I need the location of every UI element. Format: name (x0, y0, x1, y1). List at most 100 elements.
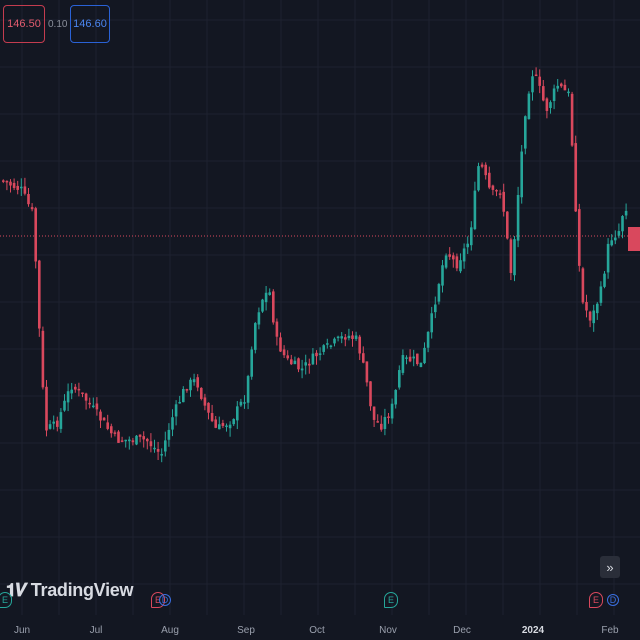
sell-button[interactable]: 146.50 (3, 5, 45, 43)
buy-button[interactable]: 146.60 (70, 5, 110, 43)
candle-body (318, 353, 322, 355)
candle-body (336, 336, 340, 339)
candle-body (250, 349, 253, 377)
logo-text: TradingView (30, 580, 134, 600)
candle-body (434, 304, 437, 313)
candles-group (2, 67, 628, 463)
candle-body (448, 254, 451, 257)
candle-body (135, 435, 138, 445)
candle-body (470, 227, 473, 246)
candle-body (416, 353, 419, 365)
x-axis-label: Oct (309, 625, 325, 636)
candle-body (239, 401, 243, 406)
candle-body (570, 93, 574, 146)
current-price-tag (628, 227, 640, 251)
candle-body (383, 417, 387, 429)
dividend-event-icon[interactable]: D (159, 594, 171, 606)
candle-body (491, 185, 495, 190)
candle-body (516, 195, 520, 241)
candle-body (578, 209, 581, 266)
candle-body (394, 389, 397, 405)
candle-body (437, 284, 441, 302)
candle-body (329, 345, 333, 348)
candle-body (380, 423, 383, 430)
candle-body (27, 194, 30, 205)
x-axis-label: Feb (601, 625, 619, 636)
scroll-to-realtime-button[interactable]: » (600, 556, 620, 578)
candle-body (218, 424, 221, 430)
earnings-event-icon[interactable]: E (384, 592, 398, 608)
candle-body (358, 336, 361, 354)
candle-body (524, 116, 527, 149)
x-axis-label: Jun (13, 625, 31, 636)
candle-body (210, 413, 214, 422)
candle-body (20, 186, 23, 189)
candle-body (228, 424, 232, 429)
candle-body (92, 405, 95, 408)
candle-body (221, 422, 225, 426)
candle-body (45, 386, 48, 431)
candle-body (300, 368, 304, 371)
candle-body (236, 406, 239, 421)
earnings-event-icon[interactable]: E (0, 592, 12, 608)
candle-body (70, 389, 73, 394)
candle-body (146, 438, 149, 442)
candle-body (200, 387, 203, 399)
candle-body (189, 379, 192, 391)
candle-body (185, 389, 189, 391)
candle-body (408, 356, 412, 362)
candle-body (196, 377, 199, 388)
candle-body (149, 441, 153, 447)
candle-body (214, 419, 217, 428)
candle-body (293, 360, 297, 365)
candle-body (164, 440, 167, 452)
candle-body (315, 352, 318, 357)
candle-body (66, 391, 70, 403)
candle-body (30, 207, 34, 210)
candle-body (527, 93, 531, 120)
earnings-event-icon[interactable]: E (589, 592, 603, 608)
x-axis-label: Nov (379, 625, 397, 636)
candle-body (268, 292, 271, 295)
candle-body (498, 193, 502, 195)
candle-body (462, 248, 466, 262)
candle-body (423, 347, 426, 364)
candle-body (347, 335, 351, 339)
candle-body (624, 210, 628, 216)
candle-body (156, 449, 160, 452)
candle-body (174, 404, 178, 417)
candle-body (549, 102, 552, 108)
dividend-event-icon[interactable]: D (607, 594, 619, 606)
candle-body (63, 400, 66, 411)
candle-body (153, 447, 156, 450)
candle-body (308, 363, 311, 366)
candle-body (48, 424, 52, 429)
candle-body (160, 454, 163, 456)
candle-body (412, 356, 415, 359)
candle-body (398, 370, 401, 388)
candle-body (542, 86, 545, 101)
candle-body (506, 211, 509, 239)
candle-body (5, 180, 9, 183)
candle-body (556, 85, 559, 89)
candle-body (376, 421, 379, 423)
candle-body (95, 403, 99, 410)
candle-body (142, 436, 145, 440)
candle-body (56, 420, 59, 427)
candle-body (560, 83, 563, 87)
candle-body (596, 303, 599, 314)
candle-body (74, 386, 77, 390)
candle-body (178, 401, 181, 404)
candle-body (419, 362, 423, 368)
candle-body (246, 376, 250, 403)
candle-body (610, 240, 613, 246)
candle-body (113, 432, 117, 434)
candle-body (509, 239, 513, 273)
candle-body (167, 429, 171, 440)
candle-body (117, 431, 120, 443)
tradingview-logo[interactable]: 𝟏𝑽 TradingView (6, 580, 133, 601)
candle-body (387, 416, 390, 418)
candle-body (131, 440, 135, 443)
candle-body (34, 208, 37, 262)
